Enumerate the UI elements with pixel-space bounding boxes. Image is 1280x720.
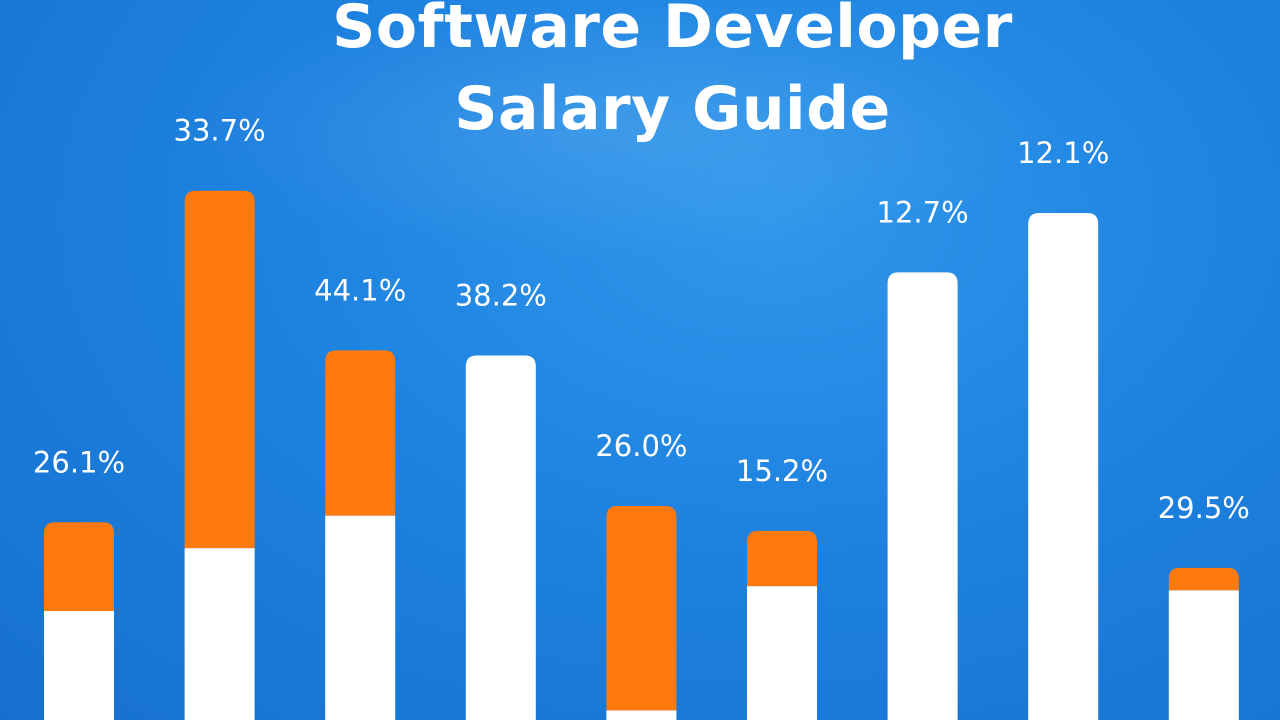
bar-group — [606, 506, 677, 720]
bars-layer — [44, 190, 1239, 720]
bar-group — [325, 350, 396, 720]
bar-orange-segment — [44, 522, 114, 611]
data-labels-layer: 26.1% 33.7% 44.1% 38.2% 26.0% 15.2% 12.7% 12.1%… — [33, 114, 1250, 525]
bar-value-label: 26.0% — [595, 429, 687, 463]
bar-white-segment — [44, 610, 114, 720]
chart-title: Software Developer Salary Guide — [0, 0, 1280, 150]
bar-white-segment — [606, 710, 677, 720]
bar-white-segment — [184, 548, 255, 720]
bar-value-label: 26.1% — [33, 445, 125, 479]
chart-title-line-2: Salary Guide — [454, 74, 891, 144]
bar-value-label: 12.1% — [1017, 136, 1109, 170]
bar-value-label: 12.7% — [877, 195, 969, 229]
bar-orange-segment — [747, 530, 817, 587]
bar-group — [184, 190, 255, 720]
bar-value-label: 44.1% — [314, 273, 406, 307]
bar-group — [1028, 213, 1099, 720]
bar-white-segment — [325, 515, 396, 720]
bar-orange-segment — [325, 350, 396, 516]
bar-orange-segment — [1168, 567, 1239, 591]
bar-value-label: 15.2% — [736, 454, 828, 488]
bar-value-label: 33.7% — [174, 114, 266, 148]
bar-value-label: 29.5% — [1158, 491, 1250, 525]
bar-white-segment — [1168, 590, 1239, 720]
bar-group — [747, 530, 817, 720]
bar-orange-segment — [606, 506, 677, 711]
bar-white-segment — [747, 586, 817, 720]
bar-orange-segment — [184, 190, 255, 549]
bar-group — [465, 355, 536, 720]
bar-group — [887, 272, 958, 720]
chart-title-line-1: Software Developer — [332, 0, 1013, 62]
bar-white-segment — [887, 272, 958, 720]
bar-white-segment — [465, 355, 536, 720]
bar-group — [1168, 567, 1239, 720]
bar-white-segment — [1028, 213, 1099, 720]
bar-value-label: 38.2% — [455, 278, 547, 312]
bar-group — [44, 522, 114, 720]
